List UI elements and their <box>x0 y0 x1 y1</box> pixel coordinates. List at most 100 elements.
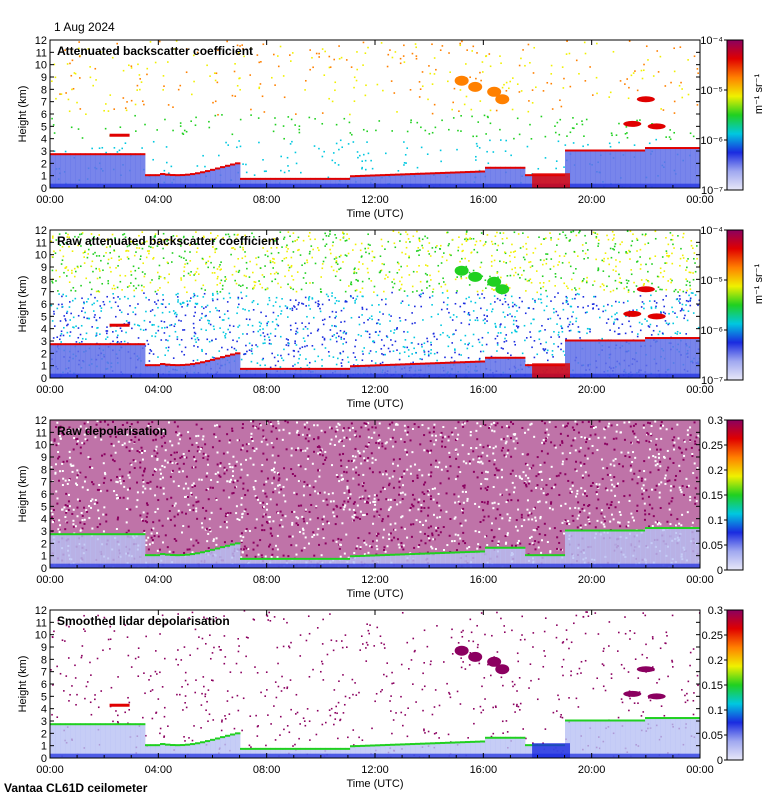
y-tick-label: 3 <box>41 336 47 348</box>
x-tick-label: 04:00 <box>145 764 173 776</box>
colorbar-tick-label: 0.3 <box>708 605 723 617</box>
y-tick-label: 3 <box>41 526 47 538</box>
x-tick-label: 08:00 <box>253 194 281 206</box>
x-tick-label: 12:00 <box>361 764 389 776</box>
colorbar-tick-label: 10⁻⁶ <box>700 325 723 337</box>
y-tick-label: 10 <box>35 250 47 262</box>
y-tick-label: 12 <box>35 605 47 617</box>
y-tick-label: 7 <box>41 287 47 299</box>
x-tick-label: 12:00 <box>361 194 389 206</box>
colorbar-tick-label: 0.2 <box>708 465 723 477</box>
y-tick-label: 8 <box>41 464 47 476</box>
panel-title: Attenuated backscatter coefficient <box>57 44 253 58</box>
y-tick-label: 2 <box>41 728 47 740</box>
x-tick-label: 12:00 <box>361 384 389 396</box>
y-axis-label: Height (km) <box>17 86 29 143</box>
y-tick-label: 12 <box>35 415 47 427</box>
y-tick-label: 1 <box>41 741 47 753</box>
y-tick-label: 1 <box>41 171 47 183</box>
colorbar-tick-label: 10⁻⁴ <box>700 225 723 237</box>
x-tick-label: 00:00 <box>36 764 64 776</box>
colorbar-gradient <box>726 229 744 381</box>
y-tick-label: 4 <box>41 704 47 716</box>
x-tick-label: 00:00 <box>36 194 64 206</box>
heatmap-texture <box>50 230 700 378</box>
colorbar-tick-label: 10⁻⁵ <box>700 85 723 97</box>
y-tick-label: 5 <box>41 121 47 133</box>
y-tick-label: 10 <box>35 440 47 452</box>
y-tick-label: 1 <box>41 551 47 563</box>
y-tick-label: 11 <box>36 617 47 629</box>
x-tick-label: 08:00 <box>253 764 281 776</box>
colorbar-tick-label: 10⁻⁶ <box>700 135 723 147</box>
y-tick-label: 10 <box>35 630 47 642</box>
colorbar: 10⁻⁴ 10⁻⁵ 10⁻⁶ 10⁻⁷ m⁻¹ sr⁻¹ <box>700 35 765 197</box>
colorbar-gradient <box>726 39 744 191</box>
colorbar-tick-label: 10⁻⁷ <box>701 185 723 197</box>
x-tick-label: 16:00 <box>470 764 498 776</box>
y-tick-label: 7 <box>41 97 47 109</box>
y-tick-label: 7 <box>41 477 47 489</box>
colorbar: 0.3 0.25 0.2 0.15 0.1 0.05 0 <box>702 605 744 767</box>
colorbar: 0.3 0.25 0.2 0.15 0.1 0.05 0 <box>702 415 744 577</box>
y-tick-label: 3 <box>41 716 47 728</box>
y-tick-label: 0 <box>41 183 47 195</box>
x-tick-label: 00:00 <box>686 574 714 586</box>
y-axis-label: Height (km) <box>17 466 29 523</box>
x-tick-label: 20:00 <box>578 194 606 206</box>
y-tick-label: 9 <box>41 642 47 654</box>
colorbar-tick-label: 0.15 <box>702 490 723 502</box>
heatmap-texture <box>50 40 700 188</box>
x-tick-label: 00:00 <box>36 384 64 396</box>
x-axis-label: Time (UTC) <box>346 398 403 410</box>
y-tick-label: 4 <box>41 514 47 526</box>
colorbar-tick-label: 0.25 <box>702 440 723 452</box>
x-tick-label: 08:00 <box>253 384 281 396</box>
x-tick-label: 00:00 <box>686 764 714 776</box>
colorbar-tick-label: 0.05 <box>702 730 723 742</box>
y-tick-label: 2 <box>41 158 47 170</box>
panel-title: Smoothed lidar depolarisation <box>57 614 230 628</box>
x-tick-label: 20:00 <box>578 764 606 776</box>
colorbar-tick-label: 10⁻⁴ <box>700 35 723 47</box>
y-tick-label: 6 <box>41 489 47 501</box>
y-tick-label: 2 <box>41 538 47 550</box>
y-tick-label: 4 <box>41 324 47 336</box>
colorbar-tick-label: 0.05 <box>702 540 723 552</box>
x-axis-label: Time (UTC) <box>346 778 403 790</box>
x-tick-label: 16:00 <box>470 384 498 396</box>
instrument-label: Vantaa CL61D ceilometer <box>4 781 148 795</box>
y-tick-label: 11 <box>36 47 47 59</box>
colorbar-tick-label: 0.2 <box>708 655 723 667</box>
x-tick-label: 00:00 <box>686 194 714 206</box>
colorbar-tick-label: 0.1 <box>708 515 723 527</box>
y-axis-label: Height (km) <box>17 656 29 713</box>
colorbar-tick-label: 0 <box>717 755 723 767</box>
y-tick-label: 0 <box>41 753 47 765</box>
y-tick-label: 9 <box>41 72 47 84</box>
colorbar-gradient <box>726 609 744 761</box>
x-tick-label: 20:00 <box>578 384 606 396</box>
y-tick-label: 5 <box>41 691 47 703</box>
x-tick-label: 08:00 <box>253 574 281 586</box>
colorbar-gradient <box>726 419 744 571</box>
y-tick-label: 9 <box>41 452 47 464</box>
y-tick-label: 2 <box>41 348 47 360</box>
colorbar-tick-label: 10⁻⁵ <box>700 275 723 287</box>
y-tick-label: 11 <box>36 237 47 249</box>
colorbar-tick-label: 0 <box>717 565 723 577</box>
heatmap-texture <box>50 420 700 568</box>
colorbar-tick-label: 10⁻⁷ <box>701 375 723 387</box>
y-tick-label: 10 <box>35 60 47 72</box>
y-tick-label: 8 <box>41 84 47 96</box>
y-tick-label: 7 <box>41 667 47 679</box>
y-tick-label: 5 <box>41 501 47 513</box>
y-tick-label: 6 <box>41 109 47 121</box>
colorbar-tick-label: 0.3 <box>708 415 723 427</box>
colorbar-tick-label: 0.1 <box>708 705 723 717</box>
y-axis-label: Height (km) <box>17 276 29 333</box>
